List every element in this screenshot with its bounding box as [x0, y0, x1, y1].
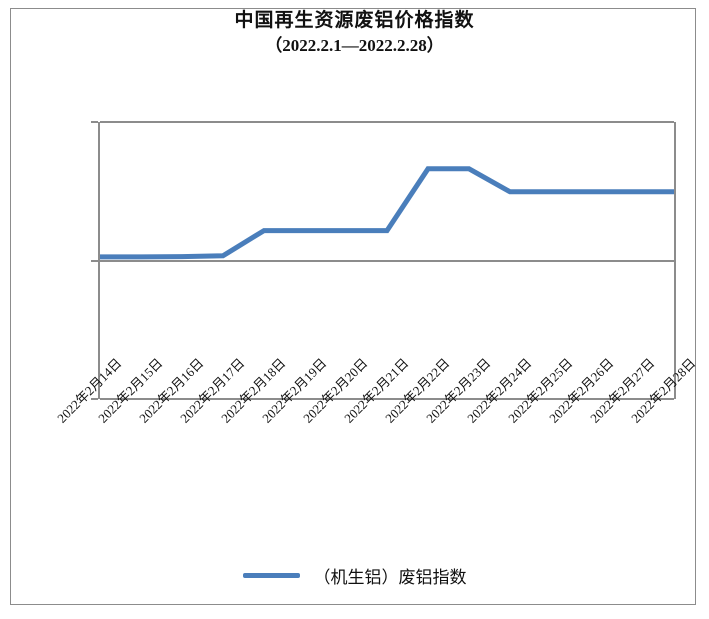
- legend-label: （机生铝）废铝指数: [313, 568, 467, 587]
- plot-area: 15500 15000 14500: [91, 121, 676, 400]
- legend-item-jisheng-lv: （机生铝）废铝指数: [242, 563, 467, 588]
- y-tick-mark-14500: [91, 398, 98, 400]
- x-axis-line: [100, 398, 674, 400]
- title-block: 中国再生资源废铝价格指数 （2022.2.1—2022.2.28）: [0, 8, 709, 58]
- series-line-jisheng-lv: [100, 166, 674, 260]
- gridline-15500: [100, 121, 674, 123]
- y-tick-mark-15000: [91, 260, 98, 262]
- legend: （机生铝）废铝指数: [0, 563, 709, 588]
- y-axis-line: [98, 122, 100, 399]
- chart-subtitle: （2022.2.1—2022.2.28）: [265, 36, 444, 55]
- legend-line-swatch: [242, 573, 300, 578]
- gridline-15000: [100, 260, 674, 262]
- plot-right-border: [674, 122, 676, 399]
- chart-outer-border: [10, 8, 696, 605]
- y-tick-mark-15500: [91, 121, 98, 123]
- chart-title: 中国再生资源废铝价格指数: [234, 10, 475, 31]
